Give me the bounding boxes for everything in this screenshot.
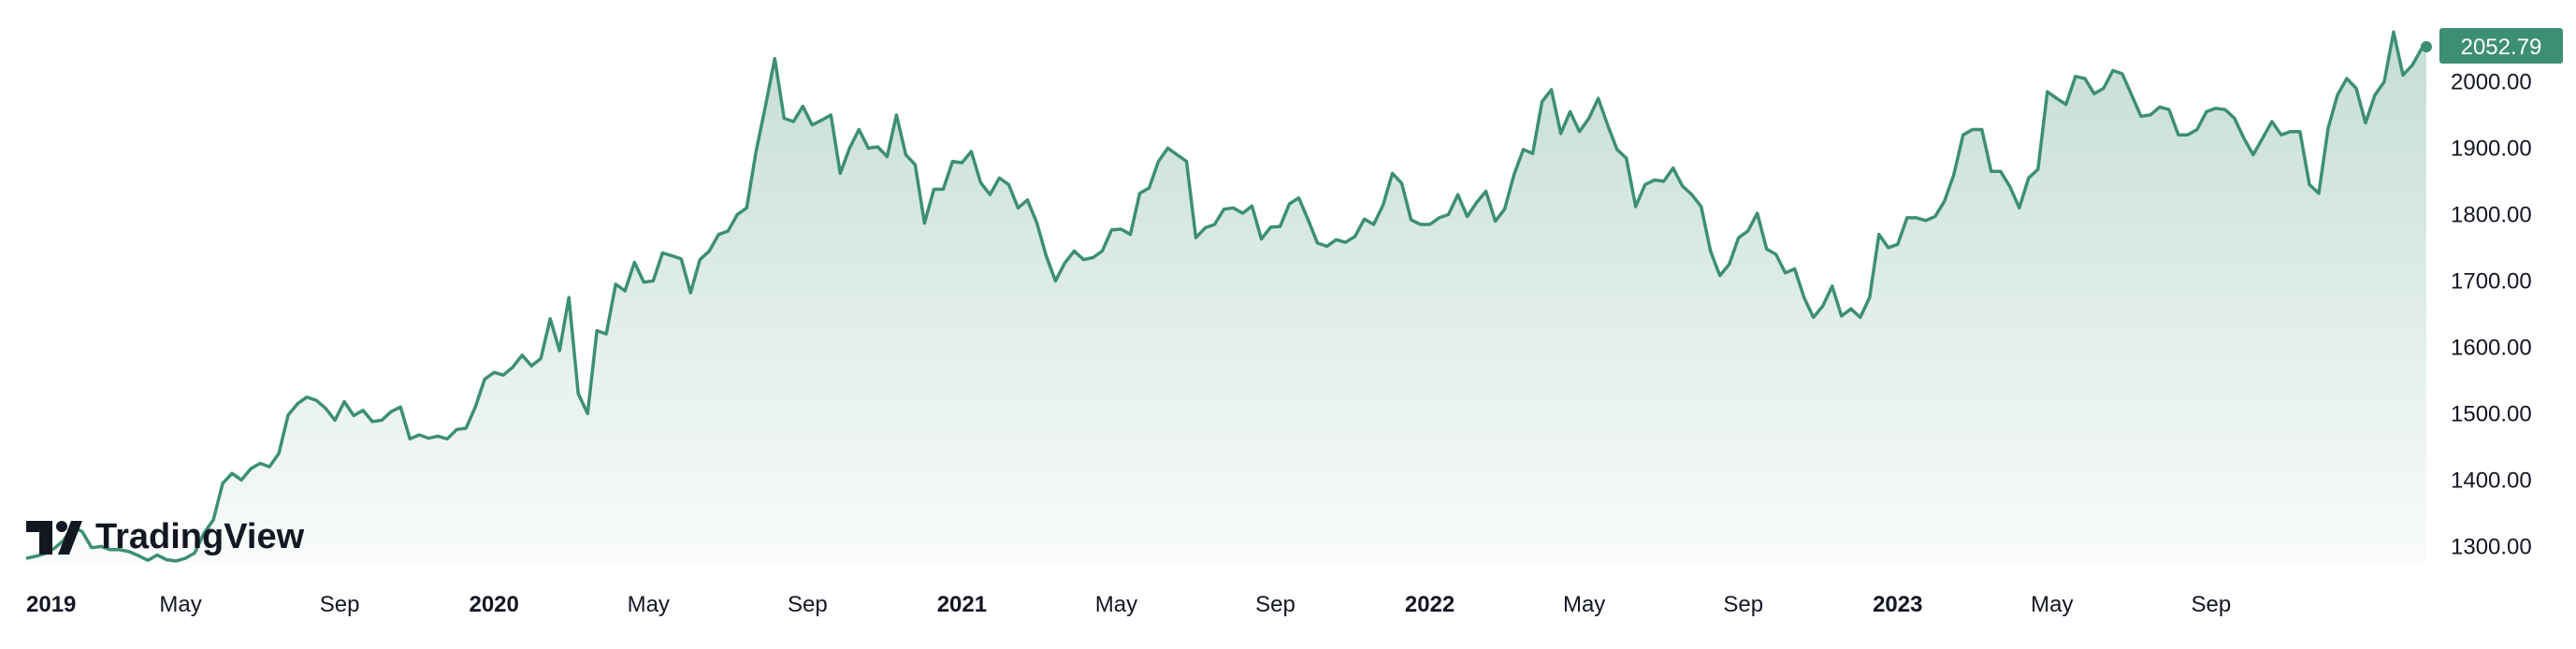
- line-layer: [25, 30, 2432, 563]
- x-tick-label: May: [2031, 592, 2073, 617]
- x-tick-label: 2022: [1405, 592, 1454, 617]
- last-price-badge-bg: [2439, 27, 2563, 64]
- last-price-badge: 2052.79: [2439, 27, 2563, 64]
- y-axis: 2000.00 1900.00 1800.00 1700.00 1600.00 1500.…: [2451, 69, 2532, 559]
- x-tick-label: May: [1095, 592, 1137, 617]
- x-tick-label: May: [159, 592, 201, 617]
- y-tick-label: 1600.00: [2451, 335, 2532, 360]
- x-axis: 2019 May Sep 2020 May Sep 2021 May Sep 2022 May Sep…: [26, 592, 2231, 617]
- x-tick-label: 2021: [937, 592, 987, 617]
- price-line: [25, 30, 2427, 563]
- last-price-point: [2421, 40, 2432, 52]
- tradingview-logo-icon: [26, 521, 82, 555]
- x-tick-label: 2020: [469, 592, 518, 617]
- x-tick-label: 2023: [1873, 592, 1922, 617]
- y-tick-label: 1800.00: [2451, 202, 2532, 227]
- last-price-label: 2052.79: [2461, 35, 2542, 60]
- y-tick-label: 1500.00: [2451, 401, 2532, 426]
- tradingview-logo: TradingView: [26, 517, 305, 556]
- x-tick-label: Sep: [1255, 592, 1295, 617]
- x-tick-label: Sep: [320, 592, 360, 617]
- y-tick-label: 1400.00: [2451, 468, 2532, 493]
- y-tick-label: 1300.00: [2451, 534, 2532, 559]
- price-area-fill: [26, 32, 2426, 563]
- area-layer: [26, 32, 2426, 563]
- logo-text: TradingView: [95, 517, 305, 556]
- x-tick-label: Sep: [2192, 592, 2232, 617]
- y-tick-label: 1900.00: [2451, 136, 2532, 161]
- y-tick-label: 2000.00: [2451, 69, 2532, 94]
- x-tick-label: 2019: [26, 592, 76, 617]
- x-tick-label: Sep: [788, 592, 828, 617]
- x-tick-label: May: [628, 592, 670, 617]
- x-tick-label: May: [1563, 592, 1605, 617]
- y-tick-label: 1700.00: [2451, 268, 2532, 294]
- x-tick-label: Sep: [1723, 592, 1763, 617]
